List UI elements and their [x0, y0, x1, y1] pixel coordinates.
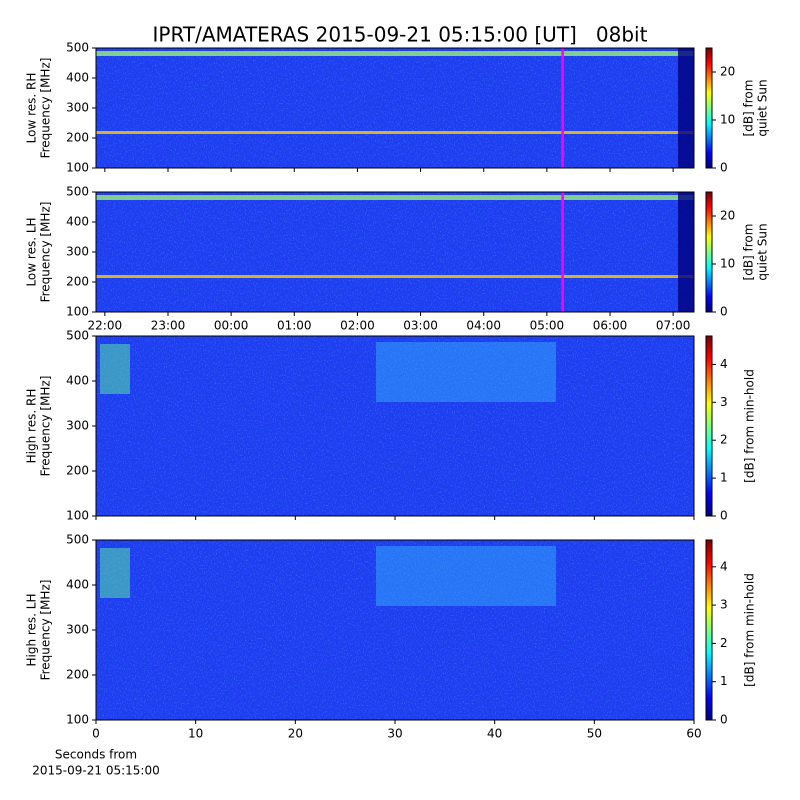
colorbar-tick-label: 10: [720, 113, 735, 127]
colorbar-frame: [705, 47, 713, 169]
colorbar-tick-label: 4: [720, 357, 728, 371]
band: [100, 344, 130, 394]
x-tick-label: 60: [686, 727, 701, 741]
y-tick-label: 500: [66, 533, 89, 547]
x-tick-label: 0: [92, 727, 100, 741]
x-tick-label: 22:00: [88, 319, 123, 333]
y-axis-label: Frequency [MHz]: [39, 376, 53, 477]
y-axis-label: Frequency [MHz]: [39, 202, 53, 303]
colorbar-tick-label: 20: [720, 65, 735, 79]
y-tick-label: 200: [66, 275, 89, 289]
band: [96, 51, 694, 56]
x-tick-label: 03:00: [403, 319, 438, 333]
colorbar-label: quiet Sun: [756, 79, 770, 136]
x-tick-label: 00:00: [214, 319, 249, 333]
band: [678, 192, 694, 312]
y-tick-label: 400: [66, 374, 89, 388]
y-tick-label: 100: [66, 713, 89, 727]
colorbar-frame: [705, 191, 713, 313]
band: [678, 48, 694, 168]
y-tick-label: 300: [66, 245, 89, 259]
y-axis-label: Low res. LH: [25, 217, 39, 286]
colorbar: [706, 48, 712, 168]
spectrogram-speckle: [96, 192, 694, 312]
colorbar-tick-label: 0: [720, 713, 728, 727]
y-tick-label: 300: [66, 419, 89, 433]
y-tick-label: 400: [66, 215, 89, 229]
colorbar: [706, 540, 712, 720]
y-tick-label: 200: [66, 464, 89, 478]
colorbar-tick-label: 20: [720, 209, 735, 223]
colorbar-label: [dB] from: [742, 80, 756, 137]
x-tick-label: 02:00: [340, 319, 375, 333]
y-axis-label: High res. RH: [25, 389, 39, 464]
x-tick-label: 05:00: [530, 319, 565, 333]
band: [96, 195, 694, 200]
colorbar: [706, 336, 712, 516]
colorbar-tick-label: 1: [720, 471, 728, 485]
x-tick-label: 30: [387, 727, 402, 741]
spectrogram-speckle: [96, 48, 694, 168]
colorbar-tick-label: 3: [720, 598, 728, 612]
colorbar-tick-label: 0: [720, 305, 728, 319]
y-tick-label: 100: [66, 509, 89, 523]
spectrogram-speckle: [96, 540, 694, 720]
y-tick-label: 500: [66, 41, 89, 55]
x-tick-label: 23:00: [151, 319, 186, 333]
y-tick-label: 200: [66, 131, 89, 145]
y-axis-label: Frequency [MHz]: [39, 580, 53, 681]
colorbar-tick-label: 2: [720, 433, 728, 447]
y-tick-label: 100: [66, 161, 89, 175]
colorbar-tick-label: 10: [720, 257, 735, 271]
x-tick-label: 04:00: [466, 319, 501, 333]
colorbar-label: [dB] from min-hold: [743, 369, 757, 483]
y-tick-label: 400: [66, 71, 89, 85]
y-axis-label: Frequency [MHz]: [39, 58, 53, 159]
band: [96, 131, 694, 134]
colorbar-tick-label: 1: [720, 674, 728, 688]
spectrogram-speckle: [96, 336, 694, 516]
colorbar-label: [dB] from min-hold: [743, 573, 757, 687]
y-tick-label: 500: [66, 329, 89, 343]
x-tick-label: 06:00: [593, 319, 628, 333]
band: [100, 548, 130, 598]
band: [96, 275, 694, 278]
x-tick-label: 07:00: [656, 319, 691, 333]
colorbar-tick-label: 4: [720, 559, 728, 573]
band: [376, 546, 556, 606]
y-tick-label: 500: [66, 185, 89, 199]
y-tick-label: 300: [66, 623, 89, 637]
y-tick-label: 300: [66, 101, 89, 115]
colorbar-frame: [705, 539, 713, 721]
x-tick-label: 10: [188, 727, 203, 741]
y-tick-label: 200: [66, 668, 89, 682]
colorbar-tick-label: 3: [720, 395, 728, 409]
x-axis-label: 2015-09-21 05:15:00: [32, 764, 159, 778]
x-tick-label: 01:00: [277, 319, 312, 333]
y-axis-label: High res. LH: [25, 593, 39, 666]
x-tick-label: 50: [587, 727, 602, 741]
x-tick-label: 40: [487, 727, 502, 741]
colorbar-tick-label: 2: [720, 636, 728, 650]
colorbar-label: [dB] from: [742, 224, 756, 281]
colorbar-frame: [705, 335, 713, 517]
figure-title: IPRT/AMATERAS 2015-09-21 05:15:00 [UT] 0…: [153, 23, 648, 47]
colorbar: [706, 192, 712, 312]
colorbar-tick-label: 0: [720, 509, 728, 523]
y-tick-label: 100: [66, 305, 89, 319]
x-axis-label: Seconds from: [55, 748, 137, 762]
x-tick-label: 20: [288, 727, 303, 741]
y-tick-label: 400: [66, 578, 89, 592]
y-axis-label: Low res. RH: [25, 73, 39, 144]
colorbar-label: quiet Sun: [756, 223, 770, 280]
colorbar-tick-label: 0: [720, 161, 728, 175]
band: [376, 342, 556, 402]
